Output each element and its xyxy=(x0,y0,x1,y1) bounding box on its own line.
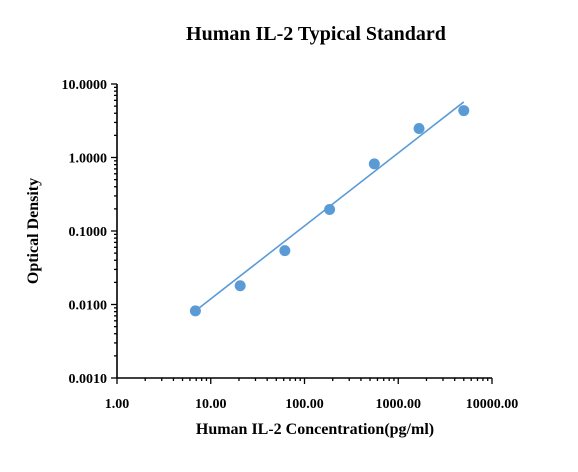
data-points xyxy=(189,105,470,317)
y-tick-label: 1.0000 xyxy=(69,152,108,167)
x-tick-label: 10000.00 xyxy=(466,397,519,412)
y-tick-label: 0.0010 xyxy=(69,372,108,387)
y-tick-label: 0.1000 xyxy=(69,225,108,240)
y-tick-label: 10.0000 xyxy=(62,78,108,93)
y-axis-label: Optical Density xyxy=(25,178,42,284)
chart-title: Human IL-2 Typical Standard xyxy=(186,23,446,45)
x-tick-label: 10.00 xyxy=(195,397,227,412)
x-tick-label: 1000.00 xyxy=(376,397,422,412)
data-point xyxy=(368,158,380,170)
x-tick-label: 1.00 xyxy=(105,397,130,412)
data-point xyxy=(458,105,470,117)
x-axis-label: Human IL-2 Concentration(pg/ml) xyxy=(196,421,434,438)
data-point xyxy=(234,280,246,292)
data-point xyxy=(324,204,336,216)
x-tick-label: 100.00 xyxy=(285,397,324,412)
y-tick-label: 0.0100 xyxy=(69,299,108,314)
data-point xyxy=(189,305,201,317)
data-point xyxy=(413,123,425,135)
data-point xyxy=(279,245,291,257)
y-axis-ticks: 0.0010 0.0100 0.1000 1.0000 10.0000 xyxy=(62,78,117,387)
x-axis-ticks: 1.00 10.00 100.00 1000.00 10000.00 xyxy=(105,378,519,412)
